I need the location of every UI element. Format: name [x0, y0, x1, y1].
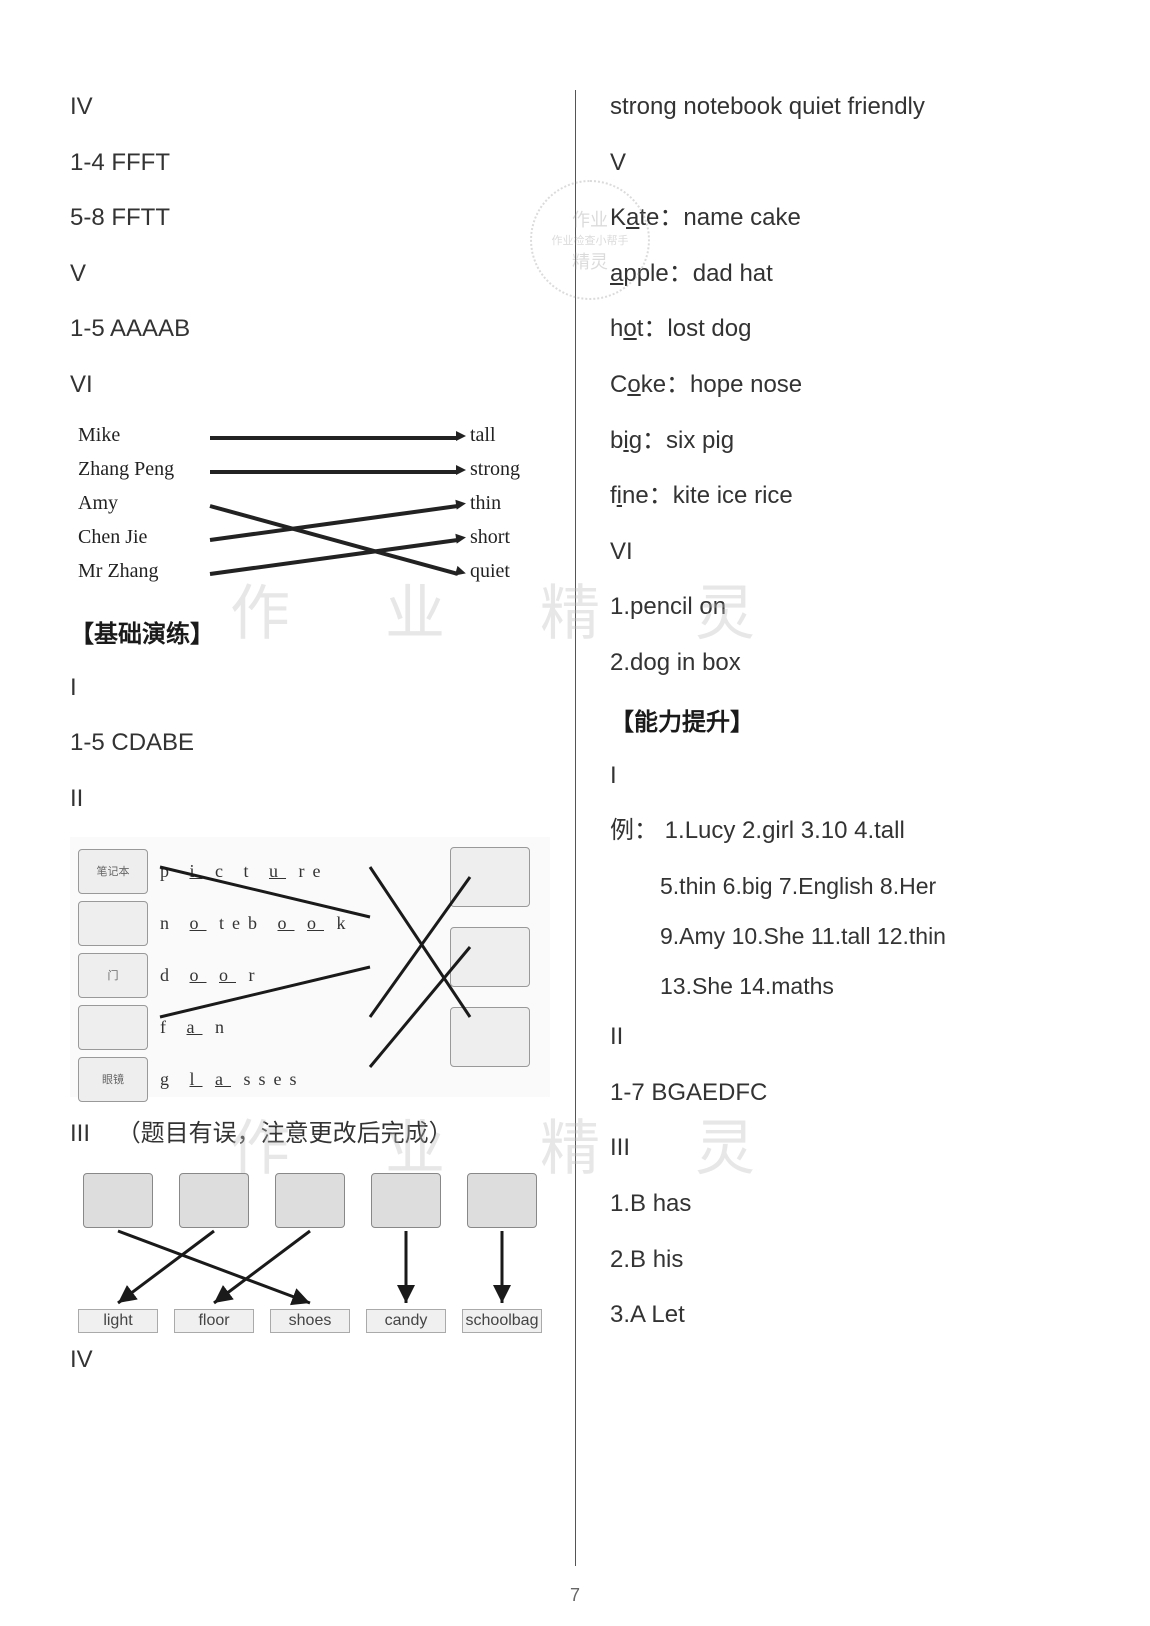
answer-text: 1.Lucy 2.girl 3.10 4.tall — [665, 817, 905, 844]
answer-line: strong notebook quiet friendly — [610, 90, 1080, 124]
heading-nengli: 【能力提升】 — [610, 702, 1080, 737]
picword-icon: 笔记本 — [78, 849, 148, 894]
right-column: strong notebook quiet friendly V Kate：na… — [580, 90, 1080, 1596]
picword-icon — [78, 1005, 148, 1050]
match-right-label: strong — [470, 458, 520, 481]
answer-line: 3.A Let — [610, 1298, 1080, 1332]
arrowhead-icon — [456, 465, 466, 475]
answer-line: 例： 1.Lucy 2.girl 3.10 4.tall — [610, 814, 1080, 848]
answer-line: 5-8 FFTT — [70, 201, 550, 235]
picword-word: f a n — [160, 1017, 232, 1038]
section-v: V — [70, 257, 550, 291]
left-column: IV 1-4 FFFT 5-8 FFTT V 1-5 AAAAB VI Mike… — [70, 90, 580, 1596]
section-iii: III （题目有误，注意更改后完成） — [70, 1117, 550, 1151]
arrowhead-icon — [455, 532, 466, 543]
section-iii-note: （题目有误，注意更改后完成） — [117, 1120, 453, 1147]
answer-line: 13.She 14.maths — [610, 970, 1080, 1002]
answer-line: 1.pencil on — [610, 590, 1080, 624]
section-iii-title: III — [70, 1120, 90, 1147]
picword-icon: 眼镜 — [78, 1057, 148, 1102]
page-number: 7 — [570, 1585, 580, 1606]
answer-line: 2.dog in box — [610, 646, 1080, 680]
match-left-label: Zhang Peng — [78, 458, 174, 481]
picword-word: g l a sses — [160, 1069, 305, 1090]
answer-line: 9.Amy 10.She 11.tall 12.thin — [610, 920, 1080, 952]
match-arrow — [210, 470, 458, 474]
exercise3-diagram: lightfloorshoescandyschoolbag — [70, 1173, 550, 1333]
section-iii: III — [610, 1131, 1080, 1165]
picword-target-icon — [450, 927, 530, 987]
arrowhead-icon — [455, 498, 466, 509]
answer-line: 1.B has — [610, 1187, 1080, 1221]
picword-word: p i c t u re — [160, 861, 329, 882]
match-right-label: tall — [470, 424, 496, 447]
answer-line: 1-7 BGAEDFC — [610, 1076, 1080, 1110]
section-iv-bottom: IV — [70, 1343, 550, 1377]
match-right-label: short — [470, 526, 510, 549]
picword-target-icon — [450, 1007, 530, 1067]
phonics-row: Coke：hope nose — [610, 368, 1080, 402]
section-i: I — [70, 671, 550, 705]
picture-word-diagram: 笔记本 p i c t u re n o teb o o k 门 d o o r f… — [70, 837, 550, 1097]
section-ii: II — [70, 782, 550, 816]
phonics-rows: Kate：name cake apple：dad hat hot：lost dog C… — [610, 201, 1080, 535]
arrowhead-icon — [456, 431, 466, 441]
section-i: I — [610, 759, 1080, 793]
answer-line: 1-5 AAAAB — [70, 312, 550, 346]
phonics-row: big：six pig — [610, 424, 1080, 458]
phonics-row: Kate：name cake — [610, 201, 1080, 235]
column-divider — [575, 90, 576, 1566]
match-arrow — [209, 504, 458, 576]
phonics-row: hot：lost dog — [610, 312, 1080, 346]
section-vi: VI — [70, 368, 550, 402]
match-left-label: Mr Zhang — [78, 560, 159, 583]
match-left-label: Amy — [78, 492, 118, 515]
answer-line: 1-4 FFFT — [70, 146, 550, 180]
section-ii: II — [610, 1020, 1080, 1054]
section-iv: IV — [70, 90, 550, 124]
picword-icon: 门 — [78, 953, 148, 998]
match-right-label: quiet — [470, 560, 510, 583]
match-arrow — [210, 538, 459, 576]
picword-word: n o teb o o k — [160, 913, 354, 934]
example-prefix: 例： — [610, 817, 658, 844]
picword-target-icon — [450, 847, 530, 907]
ex3-arrows — [70, 1173, 550, 1333]
match-left-label: Mike — [78, 424, 120, 447]
heading-jichu: 【基础演练】 — [70, 614, 550, 649]
match-right-label: thin — [470, 492, 501, 515]
matching-diagram: Mike Zhang Peng Amy Chen Jie Mr Zhang tall str… — [70, 424, 550, 604]
match-left-label: Chen Jie — [78, 526, 147, 549]
match-arrow — [210, 504, 459, 542]
picword-word: d o o r — [160, 965, 263, 986]
answer-line: 5.thin 6.big 7.English 8.Her — [610, 870, 1080, 902]
section-v: V — [610, 146, 1080, 180]
answer-line: 2.B his — [610, 1243, 1080, 1277]
section-vi: VI — [610, 535, 1080, 569]
picword-icon — [78, 901, 148, 946]
answer-line: 1-5 CDABE — [70, 726, 550, 760]
phonics-row: apple：dad hat — [610, 257, 1080, 291]
arrowhead-icon — [455, 565, 467, 577]
page: 作 业 精 灵 作 业 精 灵 作业 作业检查小帮手 精灵 IV 1-4 FFF… — [0, 0, 1150, 1626]
phonics-row: fine：kite ice rice — [610, 479, 1080, 513]
match-arrow — [210, 436, 458, 440]
